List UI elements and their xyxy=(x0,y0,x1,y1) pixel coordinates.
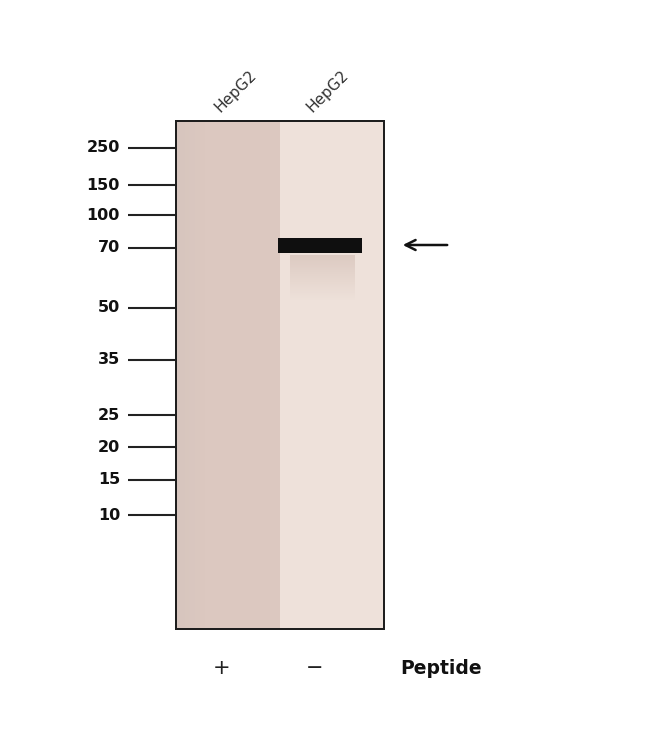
Text: 100: 100 xyxy=(86,207,120,223)
Text: Peptide: Peptide xyxy=(400,659,482,678)
Text: +: + xyxy=(213,658,231,678)
Text: 250: 250 xyxy=(86,141,120,155)
Text: HepG2: HepG2 xyxy=(304,67,352,115)
Text: 50: 50 xyxy=(98,301,120,315)
Text: 25: 25 xyxy=(98,408,120,422)
Text: 35: 35 xyxy=(98,353,120,367)
Text: 150: 150 xyxy=(86,177,120,193)
Text: 70: 70 xyxy=(98,241,120,255)
Text: 20: 20 xyxy=(98,439,120,455)
Text: 10: 10 xyxy=(98,507,120,523)
Text: −: − xyxy=(306,658,324,678)
Text: 15: 15 xyxy=(98,472,120,488)
Text: HepG2: HepG2 xyxy=(211,67,259,115)
